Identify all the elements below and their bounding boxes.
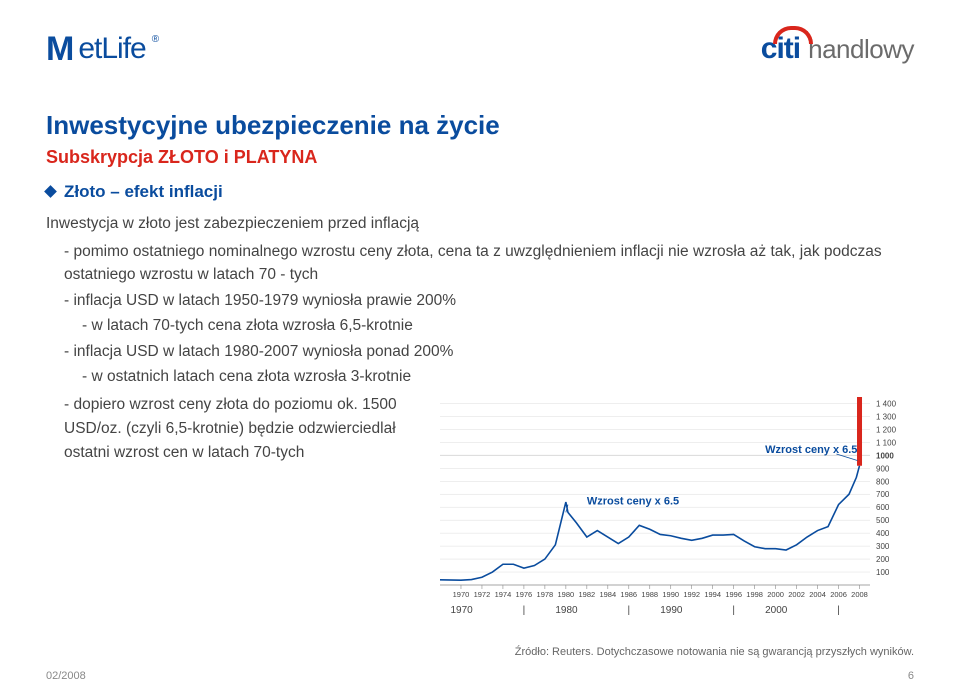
svg-text:1974: 1974 bbox=[495, 590, 512, 599]
metlife-reg: ® bbox=[152, 34, 159, 45]
citi-text: citi bbox=[761, 32, 800, 66]
gold-price-chart: 100 200 300 400 500 600 700 800 900 1000 1 100 1 20… bbox=[434, 391, 914, 621]
svg-text:400: 400 bbox=[876, 529, 890, 538]
bullet-i1a: - pomimo ostatniego nominalnego wzrostu … bbox=[46, 240, 906, 287]
svg-text:1 400: 1 400 bbox=[876, 399, 897, 408]
svg-text:1988: 1988 bbox=[641, 590, 658, 599]
svg-text:|: | bbox=[627, 605, 630, 616]
section-text: Złoto – efekt inflacji bbox=[64, 182, 223, 201]
lead-line: Inwestycja w złoto jest zabezpieczeniem … bbox=[46, 212, 906, 236]
svg-text:|: | bbox=[523, 605, 526, 616]
diamond-icon bbox=[44, 185, 57, 198]
svg-text:|: | bbox=[837, 605, 840, 616]
svg-text:1986: 1986 bbox=[620, 590, 637, 599]
svg-text:600: 600 bbox=[876, 503, 890, 512]
svg-text:1990: 1990 bbox=[660, 605, 683, 616]
svg-text:700: 700 bbox=[876, 490, 890, 499]
svg-text:1990: 1990 bbox=[662, 590, 679, 599]
svg-text:1984: 1984 bbox=[599, 590, 616, 599]
metlife-logo: M etLife ® bbox=[46, 32, 159, 66]
bullet-i1b: - inflacja USD w latach 1950-1979 wynios… bbox=[46, 289, 906, 313]
svg-text:1 300: 1 300 bbox=[876, 412, 897, 421]
bullet-i2b: - w ostatnich latach cena złota wzrosła … bbox=[46, 365, 906, 389]
footer-date: 02/2008 bbox=[46, 670, 86, 682]
svg-text:2006: 2006 bbox=[830, 590, 847, 599]
handlowy-text: handlowy bbox=[808, 34, 914, 65]
svg-text:1992: 1992 bbox=[683, 590, 700, 599]
svg-text:1980: 1980 bbox=[555, 605, 578, 616]
svg-text:1970: 1970 bbox=[453, 590, 470, 599]
svg-text:Wzrost ceny x 6.5: Wzrost ceny x 6.5 bbox=[765, 444, 857, 456]
metlife-m: M bbox=[46, 32, 72, 66]
svg-text:1970: 1970 bbox=[450, 605, 473, 616]
citi-arc-icon bbox=[773, 26, 813, 44]
bullet-i1c: - inflacja USD w latach 1980-2007 wynios… bbox=[46, 340, 906, 364]
footer-page: 6 bbox=[908, 670, 914, 682]
svg-text:1982: 1982 bbox=[578, 590, 595, 599]
svg-text:2008: 2008 bbox=[851, 590, 868, 599]
svg-text:800: 800 bbox=[876, 477, 890, 486]
page-title: Inwestycyjne ubezpieczenie na życie bbox=[46, 110, 914, 141]
svg-text:1980: 1980 bbox=[558, 590, 575, 599]
body-text: Inwestycja w złoto jest zabezpieczeniem … bbox=[46, 212, 906, 389]
svg-text:1 200: 1 200 bbox=[876, 425, 897, 434]
bullet-i2a: - w latach 70-tych cena złota wzrosła 6,… bbox=[46, 314, 906, 338]
svg-text:2000: 2000 bbox=[767, 590, 784, 599]
svg-text:1978: 1978 bbox=[537, 590, 554, 599]
svg-text:900: 900 bbox=[876, 464, 890, 473]
footer: 02/2008 6 bbox=[46, 670, 914, 682]
source-line: Źródło: Reuters. Dotychczasowe notowania… bbox=[515, 646, 914, 658]
svg-text:1972: 1972 bbox=[474, 590, 491, 599]
svg-text:2004: 2004 bbox=[809, 590, 826, 599]
svg-text:100: 100 bbox=[876, 568, 890, 577]
page-subtitle: Subskrypcja ZŁOTO i PLATYNA bbox=[46, 147, 914, 168]
svg-text:1976: 1976 bbox=[516, 590, 533, 599]
bullet-final: - dopiero wzrost ceny złota do poziomu o… bbox=[46, 393, 428, 465]
svg-text:1996: 1996 bbox=[725, 590, 742, 599]
svg-text:2002: 2002 bbox=[788, 590, 805, 599]
citi-handlowy-logo: citi handlowy bbox=[761, 32, 914, 66]
metlife-text: etLife bbox=[78, 34, 145, 64]
svg-text:2000: 2000 bbox=[765, 605, 788, 616]
svg-text:1 100: 1 100 bbox=[876, 438, 897, 447]
svg-text:Wzrost ceny x 6.5: Wzrost ceny x 6.5 bbox=[587, 495, 679, 507]
svg-text:1998: 1998 bbox=[746, 590, 763, 599]
svg-text:500: 500 bbox=[876, 516, 890, 525]
section-heading: Złoto – efekt inflacji bbox=[46, 182, 914, 202]
svg-text:1000: 1000 bbox=[876, 451, 894, 460]
svg-text:200: 200 bbox=[876, 555, 890, 564]
chart-svg: 100 200 300 400 500 600 700 800 900 1000 1 100 1 20… bbox=[434, 391, 914, 621]
svg-text:1994: 1994 bbox=[704, 590, 721, 599]
svg-text:|: | bbox=[732, 605, 735, 616]
svg-text:300: 300 bbox=[876, 542, 890, 551]
logo-bar: M etLife ® citi handlowy bbox=[46, 32, 914, 88]
